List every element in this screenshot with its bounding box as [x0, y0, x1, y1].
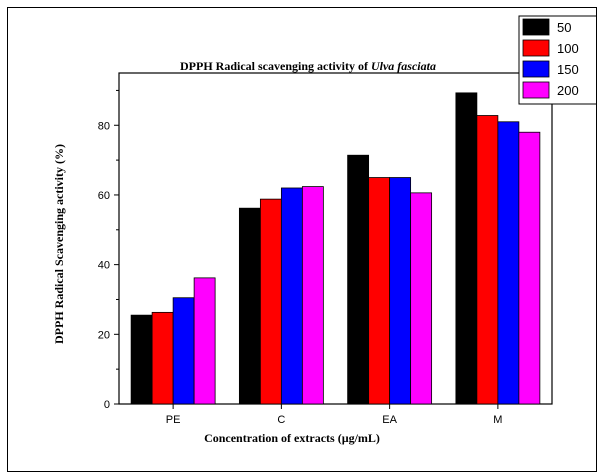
plot-frame — [118, 72, 553, 405]
x-axis-label: Concentration of extracts (µg/mL) — [204, 431, 380, 445]
legend-label-100: 100 — [557, 41, 579, 56]
y-tick-label-3: 60 — [98, 190, 110, 202]
bar-pe-150 — [172, 297, 195, 405]
x-tick-label-3: M — [493, 414, 502, 426]
chart-title-species: Ulva fasciata — [371, 59, 436, 73]
bar-ea-100 — [368, 177, 391, 405]
bar-pe-50 — [130, 314, 153, 405]
bar-m-200 — [518, 131, 541, 405]
bar-m-150 — [497, 121, 520, 405]
legend-label-150: 150 — [557, 62, 579, 77]
legend-swatch-200 — [522, 81, 550, 99]
plot-group: 0 20 40 60 80 PE C EA M — [98, 72, 553, 426]
bar-m-50 — [455, 92, 478, 405]
y-tick-label-1: 20 — [98, 329, 110, 341]
bar-ea-150 — [389, 177, 412, 405]
legend-label-50: 50 — [557, 20, 571, 35]
bar-c-100 — [259, 198, 282, 405]
bar-pe-100 — [151, 311, 174, 405]
x-tick-label-0: PE — [166, 414, 181, 426]
bar-chart: 0 20 40 60 80 PE C EA M DPPH Radical scavenging … — [52, 15, 596, 445]
bar-ea-200 — [410, 192, 433, 405]
y-tick-label-0: 0 — [104, 399, 110, 411]
chart-title: DPPH Radical scavenging activity of Ulva… — [180, 59, 436, 73]
legend-swatch-100 — [522, 39, 550, 57]
bar-c-150 — [280, 187, 303, 405]
bar-c-200 — [301, 186, 324, 405]
legend-swatch-150 — [522, 60, 550, 78]
bar-pe-200 — [193, 277, 216, 405]
legend-label-200: 200 — [557, 83, 579, 98]
y-tick-label-4: 80 — [98, 120, 110, 132]
x-tick-label-2: EA — [382, 414, 397, 426]
chart-title-prefix: DPPH Radical scavenging activity of — [180, 59, 371, 73]
bar-c-50 — [238, 207, 261, 405]
x-tick-label-1: C — [277, 414, 285, 426]
legend-swatch-50 — [522, 18, 550, 36]
bar-m-100 — [476, 115, 499, 405]
figure-frame: 0 20 40 60 80 PE C EA M DPPH Radical scavenging … — [7, 7, 597, 472]
legend: 50 100 150 200 — [518, 15, 596, 105]
y-axis-label: DPPH Radical Scavenging activity (%) — [52, 144, 66, 344]
y-tick-label-2: 40 — [98, 260, 110, 272]
bar-ea-50 — [347, 154, 370, 405]
